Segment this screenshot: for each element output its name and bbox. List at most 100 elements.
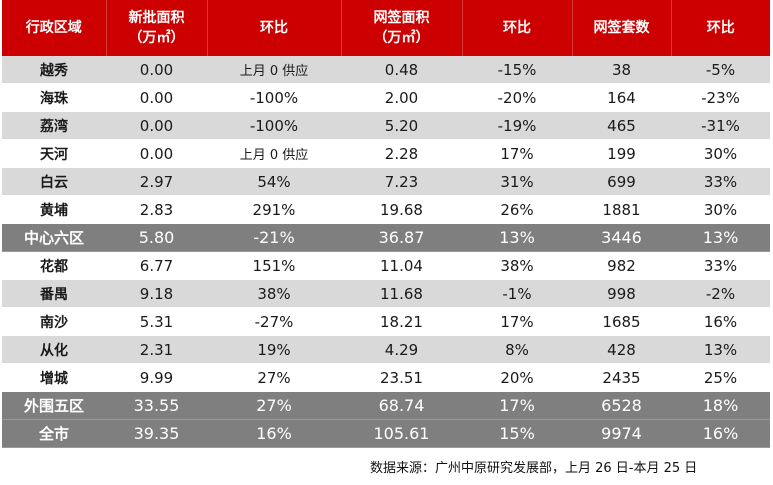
contract-area-cell: 5.20 [341, 111, 462, 140]
contract-area-cell: 7.23 [341, 167, 462, 196]
district-name-cell: 番禺 [2, 279, 106, 308]
contract-area-mom-cell: 8% [462, 335, 572, 364]
contract-area-cell: 105.61 [341, 419, 462, 448]
contract-units-cell: 6528 [572, 391, 671, 420]
contract-area-mom-cell: 13% [462, 223, 572, 252]
contract-units-cell: 428 [572, 335, 671, 364]
contract-units-cell: 699 [572, 167, 671, 196]
district-name-cell: 白云 [2, 167, 106, 196]
contract-units-mom-cell: 13% [671, 223, 770, 252]
new-approved-mom-cell: 上月 0 供应 [207, 139, 341, 168]
new-approved-mom-cell: 151% [207, 251, 341, 280]
table-row: 从化 2.31 19% 4.29 8% 428 13% [2, 335, 770, 364]
table-row: 荔湾 0.00 -100% 5.20 -19% 465 -31% [2, 111, 770, 140]
header-mom-2: 环比 [462, 0, 573, 56]
contract-area-mom-cell: 26% [462, 195, 572, 224]
district-name-cell: 外围五区 [2, 391, 106, 420]
table-row: 越秀 0.00 上月 0 供应 0.48 -15% 38 -5% [2, 56, 770, 84]
new-approved-mom-cell: 16% [207, 419, 341, 448]
subtotal-row: 全市 39.35 16% 105.61 15% 9974 16% [2, 419, 770, 448]
contract-area-mom-cell: -19% [462, 111, 572, 140]
contract-area-cell: 68.74 [341, 391, 462, 420]
header-row: 行政区域 新批面积 （万㎡） 环比 网签面积 （万㎡） 环比 网签套数 环比 [2, 0, 770, 56]
district-name-cell: 黄埔 [2, 195, 106, 224]
new-approved-area-cell: 2.97 [106, 167, 207, 196]
district-name-cell: 荔湾 [2, 111, 106, 140]
header-mom-3: 环比 [671, 0, 770, 56]
contract-units-mom-cell: 13% [671, 335, 770, 364]
contract-area-mom-cell: 31% [462, 167, 572, 196]
contract-units-mom-cell: 16% [671, 419, 770, 448]
new-approved-mom-cell: 19% [207, 335, 341, 364]
contract-units-mom-cell: 33% [671, 251, 770, 280]
contract-area-mom-cell: 15% [462, 419, 572, 448]
contract-area-cell: 19.68 [341, 195, 462, 224]
subtotal-row: 中心六区 5.80 -21% 36.87 13% 3446 13% [2, 223, 770, 252]
new-approved-area-cell: 33.55 [106, 391, 207, 420]
district-name-cell: 花都 [2, 251, 106, 280]
contract-area-mom-cell: -20% [462, 83, 572, 112]
contract-area-mom-cell: 17% [462, 391, 572, 420]
data-source-note: 数据来源：广州中原研究发展部，上月 26 日-本月 25 日 [370, 461, 698, 476]
contract-area-mom-cell: -15% [462, 56, 572, 84]
district-name-cell: 海珠 [2, 83, 106, 112]
table-row: 番禺 9.18 38% 11.68 -1% 998 -2% [2, 279, 770, 308]
new-approved-area-cell: 9.99 [106, 363, 207, 392]
new-approved-area-cell: 0.00 [106, 139, 207, 168]
table-row: 黄埔 2.83 291% 19.68 26% 1881 30% [2, 195, 770, 224]
contract-units-cell: 199 [572, 139, 671, 168]
contract-units-cell: 38 [572, 56, 671, 84]
table-row: 天河 0.00 上月 0 供应 2.28 17% 199 30% [2, 139, 770, 168]
contract-units-mom-cell: -5% [671, 56, 770, 84]
district-name-cell: 从化 [2, 335, 106, 364]
contract-area-cell: 4.29 [341, 335, 462, 364]
contract-units-mom-cell: 18% [671, 391, 770, 420]
contract-area-cell: 18.21 [341, 307, 462, 336]
contract-area-cell: 11.04 [341, 251, 462, 280]
contract-units-cell: 998 [572, 279, 671, 308]
new-approved-mom-cell: 54% [207, 167, 341, 196]
new-approved-mom-cell: -27% [207, 307, 341, 336]
subtotal-row: 外围五区 33.55 27% 68.74 17% 6528 18% [2, 391, 770, 420]
new-approved-area-cell: 5.80 [106, 223, 207, 252]
new-approved-area-cell: 0.00 [106, 111, 207, 140]
header-contract-units: 网签套数 [572, 0, 672, 56]
contract-units-mom-cell: 30% [671, 195, 770, 224]
district-name-cell: 越秀 [2, 56, 106, 84]
contract-area-cell: 0.48 [341, 56, 462, 84]
contract-area-mom-cell: 20% [462, 363, 572, 392]
contract-units-cell: 1685 [572, 307, 671, 336]
new-approved-area-cell: 39.35 [106, 419, 207, 448]
new-approved-mom-cell: 27% [207, 391, 341, 420]
new-approved-mom-cell: -21% [207, 223, 341, 252]
table-row: 增城 9.99 27% 23.51 20% 2435 25% [2, 363, 770, 392]
contract-units-cell: 1881 [572, 195, 671, 224]
header-district: 行政区域 [2, 0, 107, 56]
contract-area-mom-cell: 17% [462, 139, 572, 168]
table-row: 花都 6.77 151% 11.04 38% 982 33% [2, 251, 770, 280]
table-row: 南沙 5.31 -27% 18.21 17% 1685 16% [2, 307, 770, 336]
contract-units-mom-cell: 16% [671, 307, 770, 336]
contract-area-mom-cell: 17% [462, 307, 572, 336]
new-approved-mom-cell: 27% [207, 363, 341, 392]
new-approved-mom-cell: 38% [207, 279, 341, 308]
contract-units-cell: 164 [572, 83, 671, 112]
district-name-cell: 天河 [2, 139, 106, 168]
district-name-cell: 南沙 [2, 307, 106, 336]
contract-units-mom-cell: -2% [671, 279, 770, 308]
new-approved-area-cell: 2.31 [106, 335, 207, 364]
contract-area-cell: 11.68 [341, 279, 462, 308]
contract-units-mom-cell: 30% [671, 139, 770, 168]
district-sales-table: 行政区域 新批面积 （万㎡） 环比 网签面积 （万㎡） 环比 网签套数 环比 越秀 0… [2, 0, 770, 448]
contract-units-cell: 465 [572, 111, 671, 140]
district-name-cell: 增城 [2, 363, 106, 392]
new-approved-mom-cell: 291% [207, 195, 341, 224]
new-approved-mom-cell: -100% [207, 111, 341, 140]
new-approved-area-cell: 2.83 [106, 195, 207, 224]
new-approved-area-cell: 5.31 [106, 307, 207, 336]
new-approved-area-cell: 9.18 [106, 279, 207, 308]
contract-area-cell: 2.00 [341, 83, 462, 112]
table-body: 越秀 0.00 上月 0 供应 0.48 -15% 38 -5% 海珠 0.00 -100% 2.0… [2, 56, 770, 448]
header-contract-area: 网签面积 （万㎡） [341, 0, 463, 56]
table-header: 行政区域 新批面积 （万㎡） 环比 网签面积 （万㎡） 环比 网签套数 环比 [2, 0, 770, 56]
